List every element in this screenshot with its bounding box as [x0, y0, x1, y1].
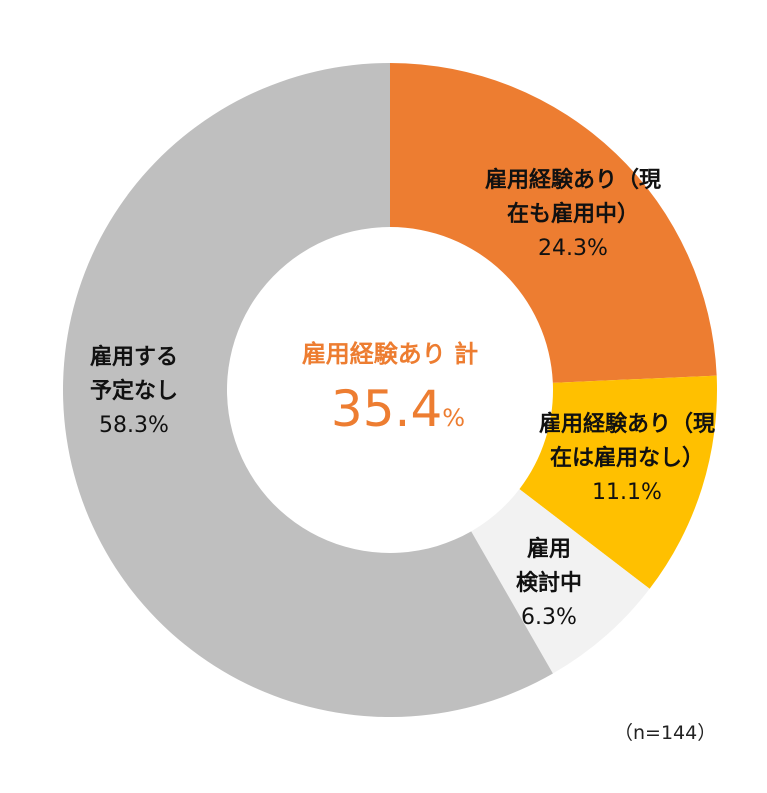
- slice-value-label-2: 11.1%: [592, 480, 662, 505]
- slice-label-1-line-2: 在も雇用中）: [507, 201, 639, 227]
- slice-label-4-line-2: 予定なし: [90, 378, 178, 404]
- center-label: 雇用経験あり 計: [302, 340, 478, 368]
- slice-label-2-line-1: 雇用経験あり（現: [539, 411, 715, 437]
- slice-value-label-4: 58.3%: [99, 413, 169, 438]
- center-value-number: 35.4: [331, 380, 442, 438]
- slice-label-3-line-1: 雇用: [527, 536, 571, 562]
- donut-slice-4: [63, 63, 553, 717]
- center-value: 35.4%: [331, 380, 465, 438]
- slice-label-3-line-2: 検討中: [516, 570, 582, 596]
- center-value-unit: %: [442, 404, 465, 432]
- slice-value-label-3: 6.3%: [521, 605, 577, 630]
- sample-size-note: （n=144）: [614, 722, 717, 744]
- donut-slices: [63, 63, 717, 717]
- slice-label-2-line-2: 在は雇用なし）: [550, 445, 704, 471]
- donut-slice-1: [390, 63, 717, 383]
- donut-slice-3: [471, 489, 650, 674]
- slice-label-1-line-1: 雇用経験あり（現: [485, 167, 661, 193]
- slice-label-4-line-1: 雇用する: [90, 344, 178, 370]
- slice-value-label-1: 24.3%: [538, 236, 608, 261]
- donut-slice-2: [519, 375, 717, 589]
- slice-labels: 雇用経験あり（現在も雇用中）24.3%雇用経験あり（現在は雇用なし）11.1%雇…: [90, 167, 715, 630]
